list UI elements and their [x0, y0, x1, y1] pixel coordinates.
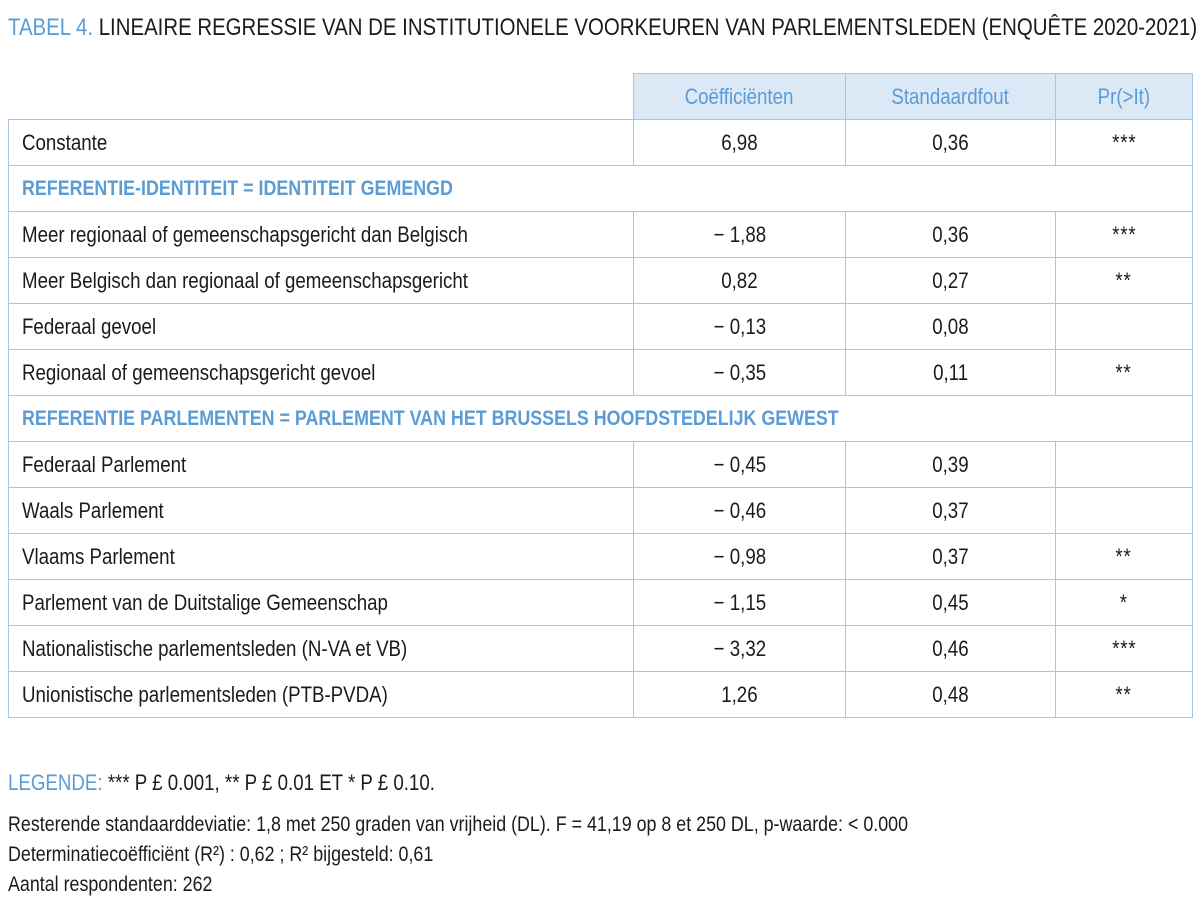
coefficient-cell: − 3,32 — [633, 625, 846, 672]
coefficient-cell: − 0,46 — [633, 487, 846, 534]
row-label-cell: Meer regionaal of gemeenschapsgericht da… — [8, 211, 634, 258]
coefficient-cell: − 0,13 — [633, 303, 846, 350]
section-header-identity: REFERENTIE-IDENTITEIT = IDENTITEIT GEMEN… — [8, 165, 1193, 212]
standard-error-cell: 0,36 — [845, 119, 1056, 166]
row-label-cell: Federaal gevoel — [8, 303, 634, 350]
column-header-p-value: Pr(>It) — [1055, 73, 1193, 120]
column-header-standard-error: Standaardfout — [845, 73, 1056, 120]
table-row: Nationalistische parlementsleden (N-VA e… — [8, 625, 1193, 672]
standard-error-cell: 0,37 — [845, 487, 1056, 534]
significance-cell: ** — [1055, 349, 1193, 396]
section-row: REFERENTIE PARLEMENTEN = PARLEMENT VAN H… — [8, 395, 1193, 442]
row-label-cell: Unionistische parlementsleden (PTB-PVDA) — [8, 671, 634, 718]
significance-cell — [1055, 303, 1193, 350]
row-label-cell: Constante — [8, 119, 634, 166]
footnotes: Resterende standaarddeviatie: 1,8 met 25… — [8, 810, 1192, 900]
standard-error-cell: 0,48 — [845, 671, 1056, 718]
standard-error-cell: 0,37 — [845, 533, 1056, 580]
coefficient-cell: − 0,98 — [633, 533, 846, 580]
standard-error-cell: 0,39 — [845, 441, 1056, 488]
significance-cell: *** — [1055, 119, 1193, 166]
coefficient-cell: − 1,88 — [633, 211, 846, 258]
note-r-squared: Determinatiecoëfficiënt (R²) : 0,62 ; R²… — [8, 843, 434, 866]
significance-cell: *** — [1055, 211, 1193, 258]
row-label-cell: Meer Belgisch dan regionaal of gemeensch… — [8, 257, 634, 304]
row-label-cell: Regionaal of gemeenschapsgericht gevoel — [8, 349, 634, 396]
note-residual-deviation: Resterende standaarddeviatie: 1,8 met 25… — [8, 813, 909, 836]
coefficient-cell: − 1,15 — [633, 579, 846, 626]
standard-error-cell: 0,27 — [845, 257, 1056, 304]
standard-error-cell: 0,36 — [845, 211, 1056, 258]
significance-cell — [1055, 487, 1193, 534]
table-row: Waals Parlement − 0,46 0,37 — [8, 487, 1193, 534]
note-respondent-count: Aantal respondenten: 262 — [8, 873, 213, 896]
table-row: Federaal gevoel − 0,13 0,08 — [8, 303, 1193, 350]
table-title: TABEL 4. LINEAIRE REGRESSIE VAN DE INSTI… — [8, 14, 1197, 42]
table-row: Parlement van de Duitstalige Gemeenschap… — [8, 579, 1193, 626]
row-label-cell: Nationalistische parlementsleden (N-VA e… — [8, 625, 634, 672]
row-label-cell: Parlement van de Duitstalige Gemeenschap — [8, 579, 634, 626]
row-label-cell: Vlaams Parlement — [8, 533, 634, 580]
significance-cell: ** — [1055, 257, 1193, 304]
significance-cell: * — [1055, 579, 1193, 626]
table-row: Meer Belgisch dan regionaal of gemeensch… — [8, 257, 1193, 304]
standard-error-cell: 0,45 — [845, 579, 1056, 626]
row-label-cell: Federaal Parlement — [8, 441, 634, 488]
coefficient-cell: 1,26 — [633, 671, 846, 718]
significance-cell: ** — [1055, 671, 1193, 718]
table-row: Regionaal of gemeenschapsgericht gevoel … — [8, 349, 1193, 396]
row-label-cell: Waals Parlement — [8, 487, 634, 534]
coefficient-cell: 0,82 — [633, 257, 846, 304]
corner-cell — [9, 74, 634, 120]
significance-cell: ** — [1055, 533, 1193, 580]
table-row: Meer regionaal of gemeenschapsgericht da… — [8, 211, 1193, 258]
table-row: Federaal Parlement − 0,45 0,39 — [8, 441, 1193, 488]
table-row: Unionistische parlementsleden (PTB-PVDA)… — [8, 671, 1193, 718]
header-row: Coëfficiënten Standaardfout Pr(>It) — [9, 73, 1193, 120]
legend: LEGENDE: *** P £ 0.001, ** P £ 0.01 ET *… — [8, 770, 1192, 796]
legend-text: *** P £ 0.001, ** P £ 0.01 ET * P £ 0.10… — [107, 770, 435, 795]
legend-label: LEGENDE: — [8, 770, 103, 795]
significance-cell — [1055, 441, 1193, 488]
table-row: Vlaams Parlement − 0,98 0,37 ** — [8, 533, 1193, 580]
standard-error-cell: 0,46 — [845, 625, 1056, 672]
section-row: REFERENTIE-IDENTITEIT = IDENTITEIT GEMEN… — [8, 165, 1193, 212]
regression-table: Coëfficiënten Standaardfout Pr(>It) Cons… — [8, 73, 1193, 718]
significance-cell: *** — [1055, 625, 1193, 672]
table-row: Constante 6,98 0,36 *** — [8, 119, 1193, 166]
coefficient-cell: 6,98 — [633, 119, 846, 166]
standard-error-cell: 0,08 — [845, 303, 1056, 350]
coefficient-cell: − 0,45 — [633, 441, 846, 488]
table-number: TABEL 4. — [8, 14, 94, 41]
section-header-parliaments: REFERENTIE PARLEMENTEN = PARLEMENT VAN H… — [8, 395, 1193, 442]
coefficient-cell: − 0,35 — [633, 349, 846, 396]
table-title-text: LINEAIRE REGRESSIE VAN DE INSTITUTIONELE… — [98, 14, 1198, 41]
standard-error-cell: 0,11 — [845, 349, 1056, 396]
column-header-coefficients: Coëfficiënten — [633, 73, 846, 120]
